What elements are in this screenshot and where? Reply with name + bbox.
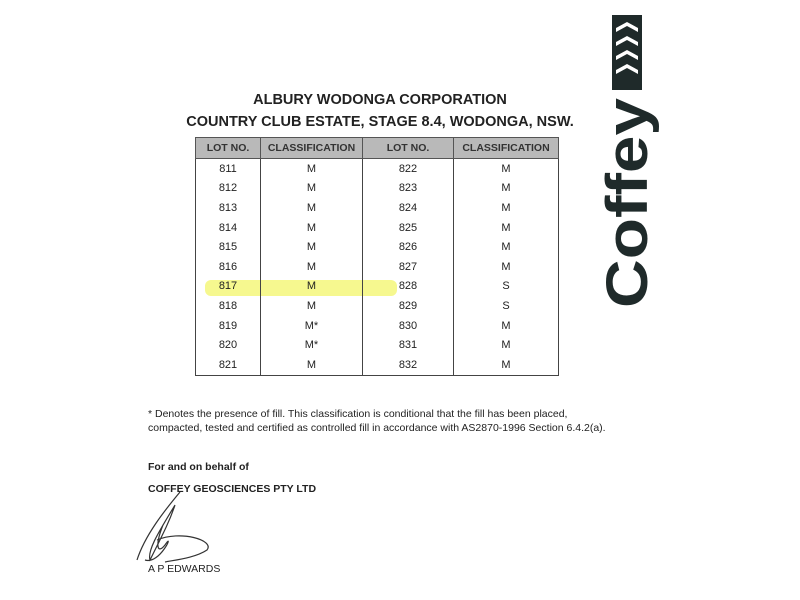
table-row: 816 M 827 M	[195, 256, 559, 277]
table-cell: 818	[195, 296, 261, 316]
table-cell: M	[260, 354, 363, 376]
signature-image	[136, 491, 209, 563]
on-behalf-text: For and on behalf of	[148, 461, 249, 473]
table-cell: 816	[195, 256, 261, 277]
fill-note: * Denotes the presence of fill. This cla…	[148, 408, 606, 434]
table-cell: M	[453, 158, 559, 179]
table-row: 812 M 823 M	[195, 178, 559, 199]
table-row: 814 M 825 M	[195, 217, 559, 238]
table-cell: 828	[362, 276, 454, 297]
document-title: ALBURY WODONGA CORPORATION	[253, 92, 507, 108]
table-cell: 820	[195, 335, 261, 355]
table-row: 820 M* 831 M	[195, 335, 559, 355]
table-cell: 817	[195, 276, 261, 297]
table-cell: S	[453, 276, 559, 297]
table-cell: M	[453, 315, 559, 336]
table-cell: M	[260, 237, 363, 257]
table-cell: 815	[195, 237, 261, 257]
table-cell: M	[453, 335, 559, 355]
document-subtitle: COUNTRY CLUB ESTATE, STAGE 8.4, WODONGA,…	[186, 114, 574, 130]
svg-text:Coffey: Coffey	[595, 98, 660, 308]
table-cell: 813	[195, 198, 261, 218]
table-cell: 830	[362, 315, 454, 336]
table-cell: M	[453, 198, 559, 218]
classification-table: LOT NO. CLASSIFICATION LOT NO. CLASSIFICATI…	[195, 137, 559, 376]
column-header: LOT NO.	[195, 137, 261, 159]
table-row: 819 M* 830 M	[195, 315, 559, 336]
column-header: CLASSIFICATION	[453, 137, 559, 159]
table-cell: 827	[362, 256, 454, 277]
table-cell: 829	[362, 296, 454, 316]
table-cell: 826	[362, 237, 454, 257]
table-cell: M*	[260, 315, 363, 336]
table-cell: M	[260, 158, 363, 179]
table-cell: M	[453, 256, 559, 277]
table-cell: 814	[195, 217, 261, 238]
table-cell: M	[453, 178, 559, 199]
table-cell: M	[260, 178, 363, 199]
signatory-name: A P EDWARDS	[148, 563, 221, 575]
table-cell: 822	[362, 158, 454, 179]
table-cell: 832	[362, 354, 454, 376]
table-cell: 823	[362, 178, 454, 199]
table-cell: S	[453, 296, 559, 316]
table-row: 818 M 829 S	[195, 296, 559, 316]
table-cell: M	[453, 354, 559, 376]
table-cell: 831	[362, 335, 454, 355]
table-cell: 821	[195, 354, 261, 376]
table-row: 817 M 828 S	[195, 276, 559, 297]
table-cell: M	[260, 276, 363, 297]
table-cell: 824	[362, 198, 454, 218]
coffey-logo: Coffey	[595, 15, 660, 308]
table-cell: M	[453, 217, 559, 238]
table-cell: 819	[195, 315, 261, 336]
table-cell: 811	[195, 158, 261, 179]
table-row: 821 M 832 M	[195, 354, 559, 376]
table-row: 811 M 822 M	[195, 158, 559, 179]
table-cell: M	[260, 198, 363, 218]
company-name: COFFEY GEOSCIENCES PTY LTD	[148, 483, 317, 495]
column-header: CLASSIFICATION	[260, 137, 363, 159]
table-cell: 812	[195, 178, 261, 199]
table-row: 813 M 824 M	[195, 198, 559, 218]
table-cell: M*	[260, 335, 363, 355]
table-cell: 825	[362, 217, 454, 238]
table-cell: M	[260, 256, 363, 277]
table-cell: M	[260, 296, 363, 316]
table-row: 815 M 826 M	[195, 237, 559, 257]
table-cell: M	[453, 237, 559, 257]
table-cell: M	[260, 217, 363, 238]
column-header: LOT NO.	[362, 137, 454, 159]
